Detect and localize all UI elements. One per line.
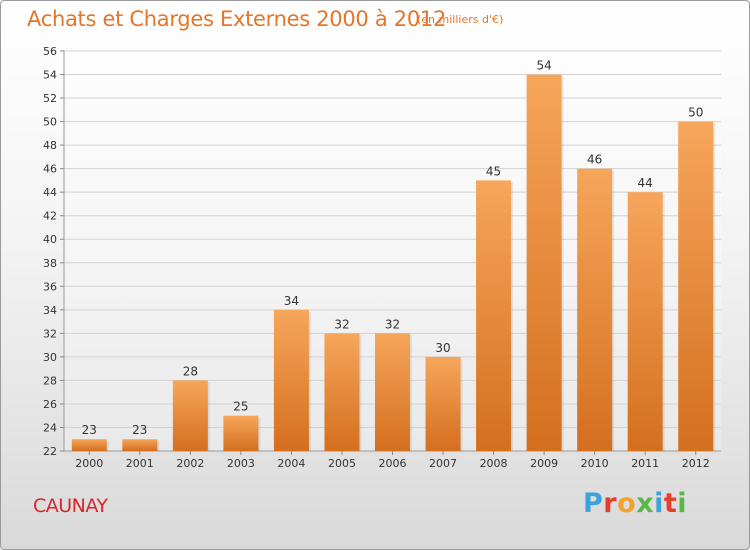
bar-value-label: 50 [688, 106, 703, 120]
bar-value-label: 32 [334, 317, 349, 331]
bar-value-label: 44 [638, 176, 653, 190]
bar [223, 415, 259, 451]
x-tick-label: 2002 [176, 457, 204, 470]
x-tick-label: 2012 [682, 457, 710, 470]
bar [324, 333, 360, 451]
y-tick-label: 50 [43, 116, 57, 129]
x-tick-label: 2009 [530, 457, 558, 470]
bar [577, 168, 613, 451]
y-tick-label: 48 [43, 139, 57, 152]
logo-letter: t [663, 488, 678, 519]
x-tick-label: 2007 [429, 457, 457, 470]
y-tick-label: 36 [43, 280, 57, 293]
bar [627, 192, 663, 452]
bar-value-label: 23 [82, 423, 97, 437]
bar-value-label: 32 [385, 317, 400, 331]
x-tick-label: 2000 [75, 457, 103, 470]
y-tick-label: 26 [43, 398, 57, 411]
y-tick-label: 30 [43, 351, 57, 364]
bar [476, 180, 512, 452]
y-tick-label: 40 [43, 233, 57, 246]
logo-letter: r [603, 488, 618, 519]
y-tick-label: 42 [43, 210, 57, 223]
bar [273, 309, 309, 451]
bar [678, 121, 714, 452]
bar [172, 380, 208, 451]
y-tick-label: 34 [43, 304, 57, 317]
bar [122, 439, 158, 451]
bar-value-label: 30 [435, 341, 450, 355]
x-tick-label: 2010 [581, 457, 609, 470]
logo-letter: i [677, 488, 688, 519]
y-tick-label: 24 [43, 421, 57, 434]
y-tick-label: 56 [43, 45, 57, 58]
y-tick-label: 22 [43, 445, 57, 458]
x-tick-label: 2004 [277, 457, 305, 470]
x-tick-label: 2001 [126, 457, 154, 470]
y-tick-label: 28 [43, 374, 57, 387]
y-tick-label: 54 [43, 69, 57, 82]
bar-value-label: 23 [132, 423, 147, 437]
x-tick-label: 2003 [227, 457, 255, 470]
y-tick-label: 38 [43, 257, 57, 270]
bar-value-label: 34 [284, 294, 299, 308]
bar-value-label: 25 [233, 400, 248, 414]
y-tick-label: 44 [43, 186, 57, 199]
x-tick-label: 2008 [480, 457, 508, 470]
bar-value-label: 46 [587, 153, 602, 167]
y-tick-label: 52 [43, 92, 57, 105]
y-tick-label: 32 [43, 327, 57, 340]
bar [425, 356, 461, 451]
bar [526, 74, 562, 451]
logo-letter: o [617, 488, 637, 519]
x-tick-label: 2005 [328, 457, 356, 470]
chart-title: Achats et Charges Externes 2000 à 2012 [27, 7, 447, 31]
commune-name: CAUNAY [33, 495, 108, 517]
y-tick-label: 46 [43, 163, 57, 176]
logo-letter: i [654, 488, 664, 519]
bar-value-label: 54 [536, 59, 551, 73]
x-tick-label: 2011 [631, 457, 659, 470]
logo-letter: x [636, 488, 655, 519]
chart-unit: (en milliers d'€) [417, 13, 504, 26]
proxiti-logo[interactable]: Proxiti [583, 488, 687, 519]
bar [71, 439, 107, 451]
x-tick-label: 2006 [379, 457, 407, 470]
logo-letter: P [583, 488, 604, 519]
bar-value-label: 28 [183, 364, 198, 378]
bar [375, 333, 410, 451]
bar-value-label: 45 [486, 164, 501, 178]
